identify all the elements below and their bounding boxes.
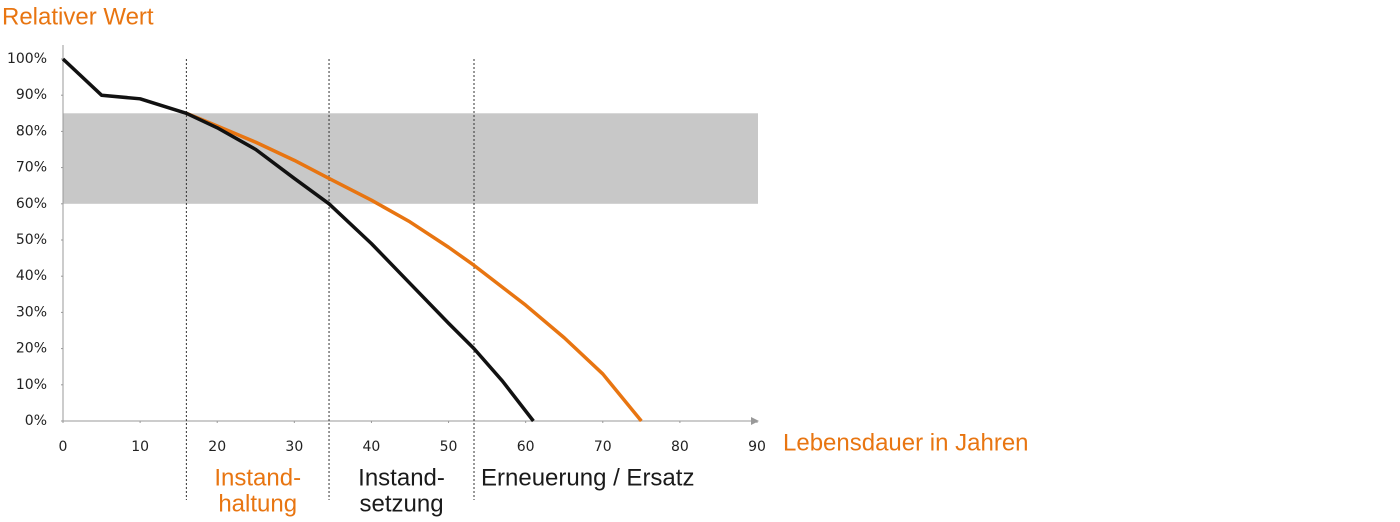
x-tick-label: 30	[285, 439, 303, 455]
y-tick-label: 80%	[16, 123, 47, 139]
target-band	[63, 113, 758, 204]
phase-label: setzung	[359, 490, 443, 517]
phase-label: Erneuerung / Ersatz	[481, 464, 694, 491]
x-tick-label: 40	[363, 439, 381, 455]
data-line	[61, 57, 535, 423]
y-tick-label: 30%	[16, 304, 47, 320]
x-tick-label: 20	[208, 439, 226, 455]
phase-label: Instand-	[214, 464, 301, 491]
y-tick-label: 20%	[16, 341, 47, 357]
x-tick-label: 60	[517, 439, 535, 455]
y-tick-label: 70%	[16, 160, 47, 176]
data-line	[185, 111, 643, 423]
y-tick-label: 90%	[16, 87, 47, 103]
x-tick-label: 0	[59, 439, 68, 455]
x-tick-label: 80	[671, 439, 689, 455]
x-tick-label: 10	[131, 439, 149, 455]
phase-label: Instand-	[358, 464, 445, 491]
y-tick-label: 10%	[16, 377, 47, 393]
phase-label: haltung	[218, 490, 297, 517]
y-tick-label: 50%	[16, 232, 47, 248]
x-axis-label: Lebensdauer in Jahren	[783, 429, 1029, 456]
x-tick-label: 50	[440, 439, 458, 455]
x-axis-arrow	[751, 417, 759, 425]
y-axis-label: Relativer Wert	[2, 3, 154, 30]
y-tick-label: 100%	[7, 51, 47, 67]
x-tick-label: 90	[748, 439, 766, 455]
y-tick-label: 0%	[25, 413, 47, 429]
y-tick-label: 60%	[16, 196, 47, 212]
y-tick-label: 40%	[16, 268, 47, 284]
x-tick-label: 70	[594, 439, 612, 455]
